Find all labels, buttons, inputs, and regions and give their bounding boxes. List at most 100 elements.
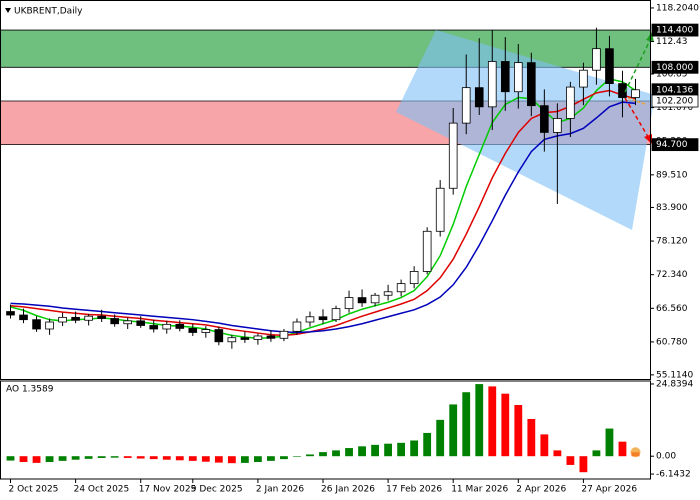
- y-tick-label: 83.900: [656, 203, 688, 213]
- ao-bar: [566, 456, 575, 465]
- candle-body: [605, 48, 614, 84]
- candle-body: [305, 316, 315, 323]
- y-tick-label: 112.43: [656, 37, 688, 47]
- candle-body: [409, 271, 419, 285]
- y-tick-label: 118.2040: [656, 3, 699, 13]
- candle-body: [84, 315, 93, 321]
- ao-bar: [227, 456, 236, 464]
- level-box: [651, 94, 699, 108]
- candle-body: [32, 319, 41, 330]
- candle-body: [253, 335, 263, 340]
- candle-body: [97, 315, 106, 319]
- candle-body: [227, 337, 237, 343]
- ao-bar: [462, 392, 471, 457]
- candle-body: [579, 69, 588, 88]
- ao-bar: [97, 456, 106, 458]
- candle-body: [540, 105, 549, 133]
- ao-bar: [488, 386, 497, 457]
- candle-body: [162, 323, 172, 330]
- ao-bar: [553, 450, 562, 457]
- up-arrow: [624, 35, 653, 93]
- y-tick-label: 55.1140: [656, 370, 693, 380]
- candle-body: [396, 283, 406, 293]
- ao-bar: [32, 456, 41, 463]
- ao-tick-label: -6.1432: [656, 470, 691, 480]
- x-tick-label: 2 Jan 2026: [256, 485, 304, 495]
- ao-bar: [423, 432, 432, 457]
- ao-bar: [19, 456, 28, 463]
- ao-bar: [306, 454, 314, 457]
- candle-body: [514, 62, 523, 93]
- x-tick-label: 27 Apr 2026: [581, 485, 637, 495]
- candle-body: [279, 330, 289, 339]
- ao-bar: [527, 418, 536, 457]
- candle-body: [318, 316, 328, 321]
- candle-body: [461, 87, 471, 124]
- ao-bar: [149, 456, 158, 460]
- candle-body: [357, 297, 367, 304]
- candle-body: [214, 329, 224, 343]
- ao-bar: [371, 444, 379, 457]
- down-arrow: [624, 97, 651, 141]
- ao-tick-label: 0.00: [656, 452, 676, 462]
- ao-bar: [475, 384, 484, 457]
- candle-body: [175, 323, 185, 329]
- ao-bar: [579, 456, 588, 473]
- candle-body: [553, 118, 562, 133]
- ao-bar: [514, 405, 523, 457]
- ao-bar: [84, 456, 93, 459]
- x-tick-label: 2 Apr 2026: [516, 485, 566, 495]
- candle-body: [6, 311, 15, 316]
- candle-body: [631, 89, 640, 98]
- candle-body: [422, 230, 432, 272]
- ao-marker: [630, 447, 641, 458]
- level-box: [651, 138, 699, 152]
- candle-body: [383, 291, 393, 296]
- ao-bar: [123, 456, 132, 458]
- ao-bar: [618, 441, 627, 457]
- candle-body: [266, 335, 276, 339]
- main-frame: [0, 0, 651, 380]
- level-box: [651, 60, 699, 74]
- ao-tick-label: 24.8394: [656, 379, 693, 389]
- y-tick-label: 72.340: [656, 270, 688, 280]
- candle-body: [58, 316, 67, 323]
- ao-bar: [6, 456, 15, 461]
- ao-bar: [162, 456, 171, 460]
- y-tick-label: 89.510: [656, 170, 688, 180]
- ao-bar: [384, 443, 393, 457]
- x-tick-label: 11 Mar 2026: [451, 485, 508, 495]
- ao-bar: [267, 456, 275, 461]
- candle-body: [19, 314, 28, 321]
- ao-bar: [592, 450, 601, 457]
- candle-body: [331, 308, 341, 321]
- ao-bar: [319, 452, 327, 457]
- candle-body: [110, 318, 119, 325]
- candle-body: [448, 122, 458, 189]
- candle-body: [149, 325, 159, 330]
- x-tick-label: 24 Oct 2025: [74, 485, 130, 495]
- ao-bar: [332, 450, 340, 457]
- ao-bar: [436, 419, 445, 457]
- candle-body: [566, 86, 575, 119]
- plot: [6, 27, 640, 349]
- candle-body: [474, 87, 484, 108]
- ao-bar: [280, 456, 288, 460]
- x-tick-label: 17 Feb 2026: [386, 485, 442, 495]
- ao-bar: [240, 456, 249, 463]
- ao-bar: [410, 440, 419, 457]
- y-tick-label: 66.560: [656, 304, 688, 314]
- ao-bar: [45, 456, 54, 463]
- zones: [0, 29, 651, 146]
- channel: [396, 30, 655, 230]
- ao-bar: [397, 442, 406, 457]
- candle-body: [201, 329, 211, 333]
- menu-arrow: [5, 8, 11, 13]
- candle-body: [136, 320, 146, 326]
- zone: [0, 30, 651, 68]
- candle-body: [240, 337, 250, 340]
- ao-title: AO 1.3589: [6, 385, 54, 395]
- ao-bar: [214, 456, 223, 463]
- ao-bar: [188, 456, 197, 461]
- candle-body: [592, 48, 601, 71]
